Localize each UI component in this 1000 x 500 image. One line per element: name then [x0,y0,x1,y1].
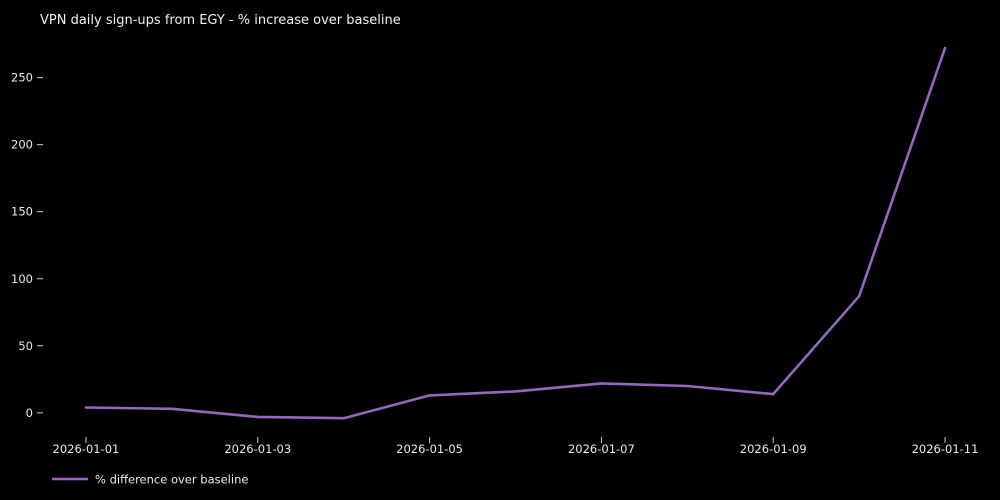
y-tick-label: 200 [11,138,33,152]
legend: % difference over baseline [52,473,248,487]
x-tick-label: 2026-01-03 [224,442,291,456]
y-tick-label: 0 [26,406,33,420]
x-tick-label: 2026-01-05 [396,442,463,456]
x-tick-label: 2026-01-07 [568,442,635,456]
y-tick-label: 50 [18,339,33,353]
chart-title: VPN daily sign-ups from EGY - % increase… [40,13,401,28]
y-tick-label: 100 [11,272,33,286]
legend-label: % difference over baseline [95,473,248,487]
y-tick-label: 250 [11,71,33,85]
series-line [84,46,947,420]
x-tick-label: 2026-01-09 [740,442,807,456]
x-tick-label: 2026-01-11 [912,442,979,456]
y-axis: 0 50 100 150 200 250 [11,71,43,420]
y-tick-label: 150 [11,205,33,219]
x-axis: 2026-01-01 2026-01-03 2026-01-05 2026-01-07… [53,437,979,456]
x-tick-label: 2026-01-01 [53,442,120,456]
